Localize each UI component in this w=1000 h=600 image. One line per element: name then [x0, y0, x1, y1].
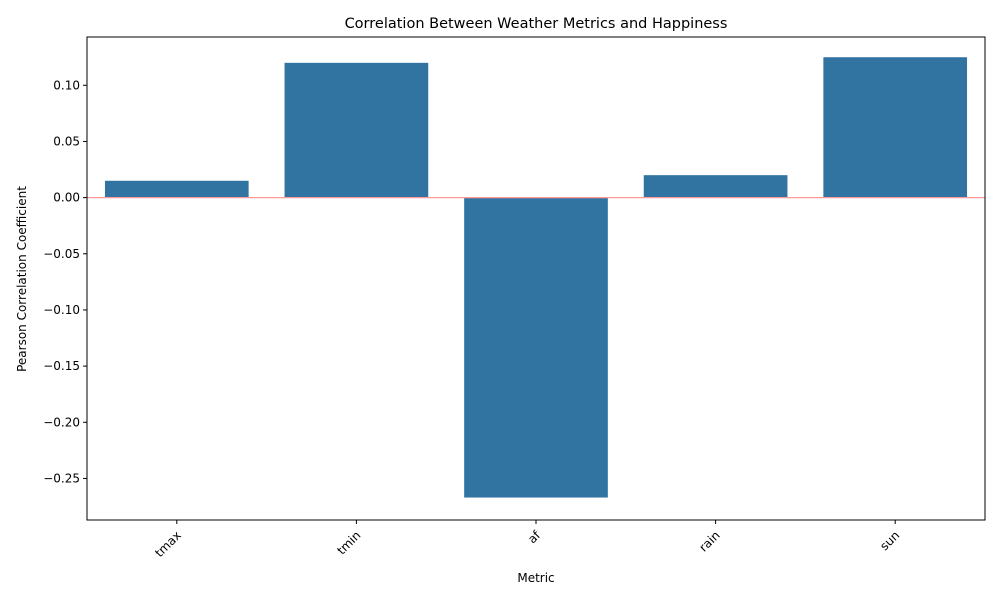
bar-tmin: [284, 62, 429, 198]
x-tick-label-tmax: tmax: [152, 528, 184, 560]
bar-af: [464, 197, 608, 498]
x-tick-label-rain: rain: [696, 528, 722, 554]
x-tick-label-af: af: [525, 528, 544, 547]
bar-tmax: [104, 180, 249, 198]
bars-group: [104, 57, 968, 498]
x-tick-label-sun: sun: [877, 528, 902, 553]
x-tick-label-tmin: tmin: [334, 528, 363, 557]
y-tick-label: −0.15: [43, 359, 80, 373]
bar-sun: [823, 57, 968, 198]
x-axis-label: Metric: [517, 571, 554, 585]
y-tick-label: −0.25: [43, 471, 80, 485]
y-tick-label: 0.00: [53, 191, 80, 205]
chart-title: Correlation Between Weather Metrics and …: [345, 16, 728, 32]
bar-rain: [643, 175, 788, 198]
y-tick-label: −0.10: [43, 303, 80, 317]
y-axis-ticks: 0.10 0.05 0.00 −0.05 −0.10 −0.15 −0.20 −0.25: [43, 78, 87, 485]
y-tick-label: 0.05: [53, 134, 80, 148]
y-axis-label: Pearson Correlation Coefficient: [15, 186, 29, 372]
y-tick-label: −0.05: [43, 247, 80, 261]
x-axis-ticks: tmax tmin af rain sun: [152, 520, 902, 560]
y-tick-label: 0.10: [53, 78, 80, 92]
y-tick-label: −0.20: [43, 415, 80, 429]
